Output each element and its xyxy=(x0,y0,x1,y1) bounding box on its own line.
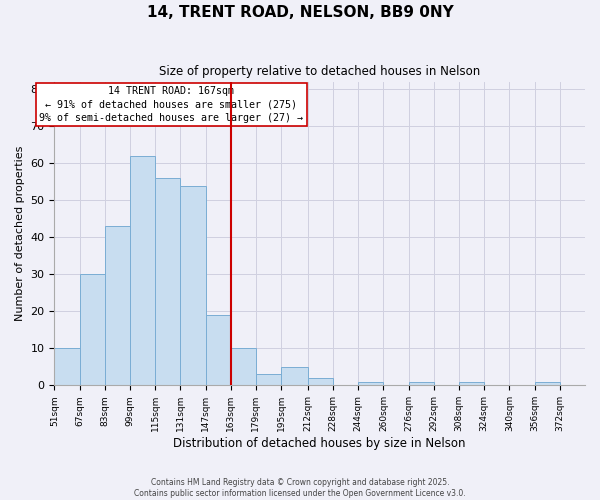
Y-axis label: Number of detached properties: Number of detached properties xyxy=(15,146,25,322)
X-axis label: Distribution of detached houses by size in Nelson: Distribution of detached houses by size … xyxy=(173,437,466,450)
Bar xyxy=(308,378,333,386)
Bar xyxy=(409,382,434,386)
Bar xyxy=(105,226,130,386)
Bar xyxy=(281,367,308,386)
Bar xyxy=(256,374,281,386)
Bar xyxy=(155,178,181,386)
Bar xyxy=(459,382,484,386)
Bar xyxy=(535,382,560,386)
Bar xyxy=(358,382,383,386)
Bar xyxy=(130,156,155,386)
Bar xyxy=(80,274,105,386)
Text: 14, TRENT ROAD, NELSON, BB9 0NY: 14, TRENT ROAD, NELSON, BB9 0NY xyxy=(146,5,454,20)
Bar xyxy=(181,186,206,386)
Title: Size of property relative to detached houses in Nelson: Size of property relative to detached ho… xyxy=(159,65,481,78)
Bar xyxy=(231,348,256,386)
Bar xyxy=(206,315,231,386)
Bar xyxy=(55,348,80,386)
Text: 14 TRENT ROAD: 167sqm
← 91% of detached houses are smaller (275)
9% of semi-deta: 14 TRENT ROAD: 167sqm ← 91% of detached … xyxy=(39,86,303,123)
Text: Contains HM Land Registry data © Crown copyright and database right 2025.
Contai: Contains HM Land Registry data © Crown c… xyxy=(134,478,466,498)
